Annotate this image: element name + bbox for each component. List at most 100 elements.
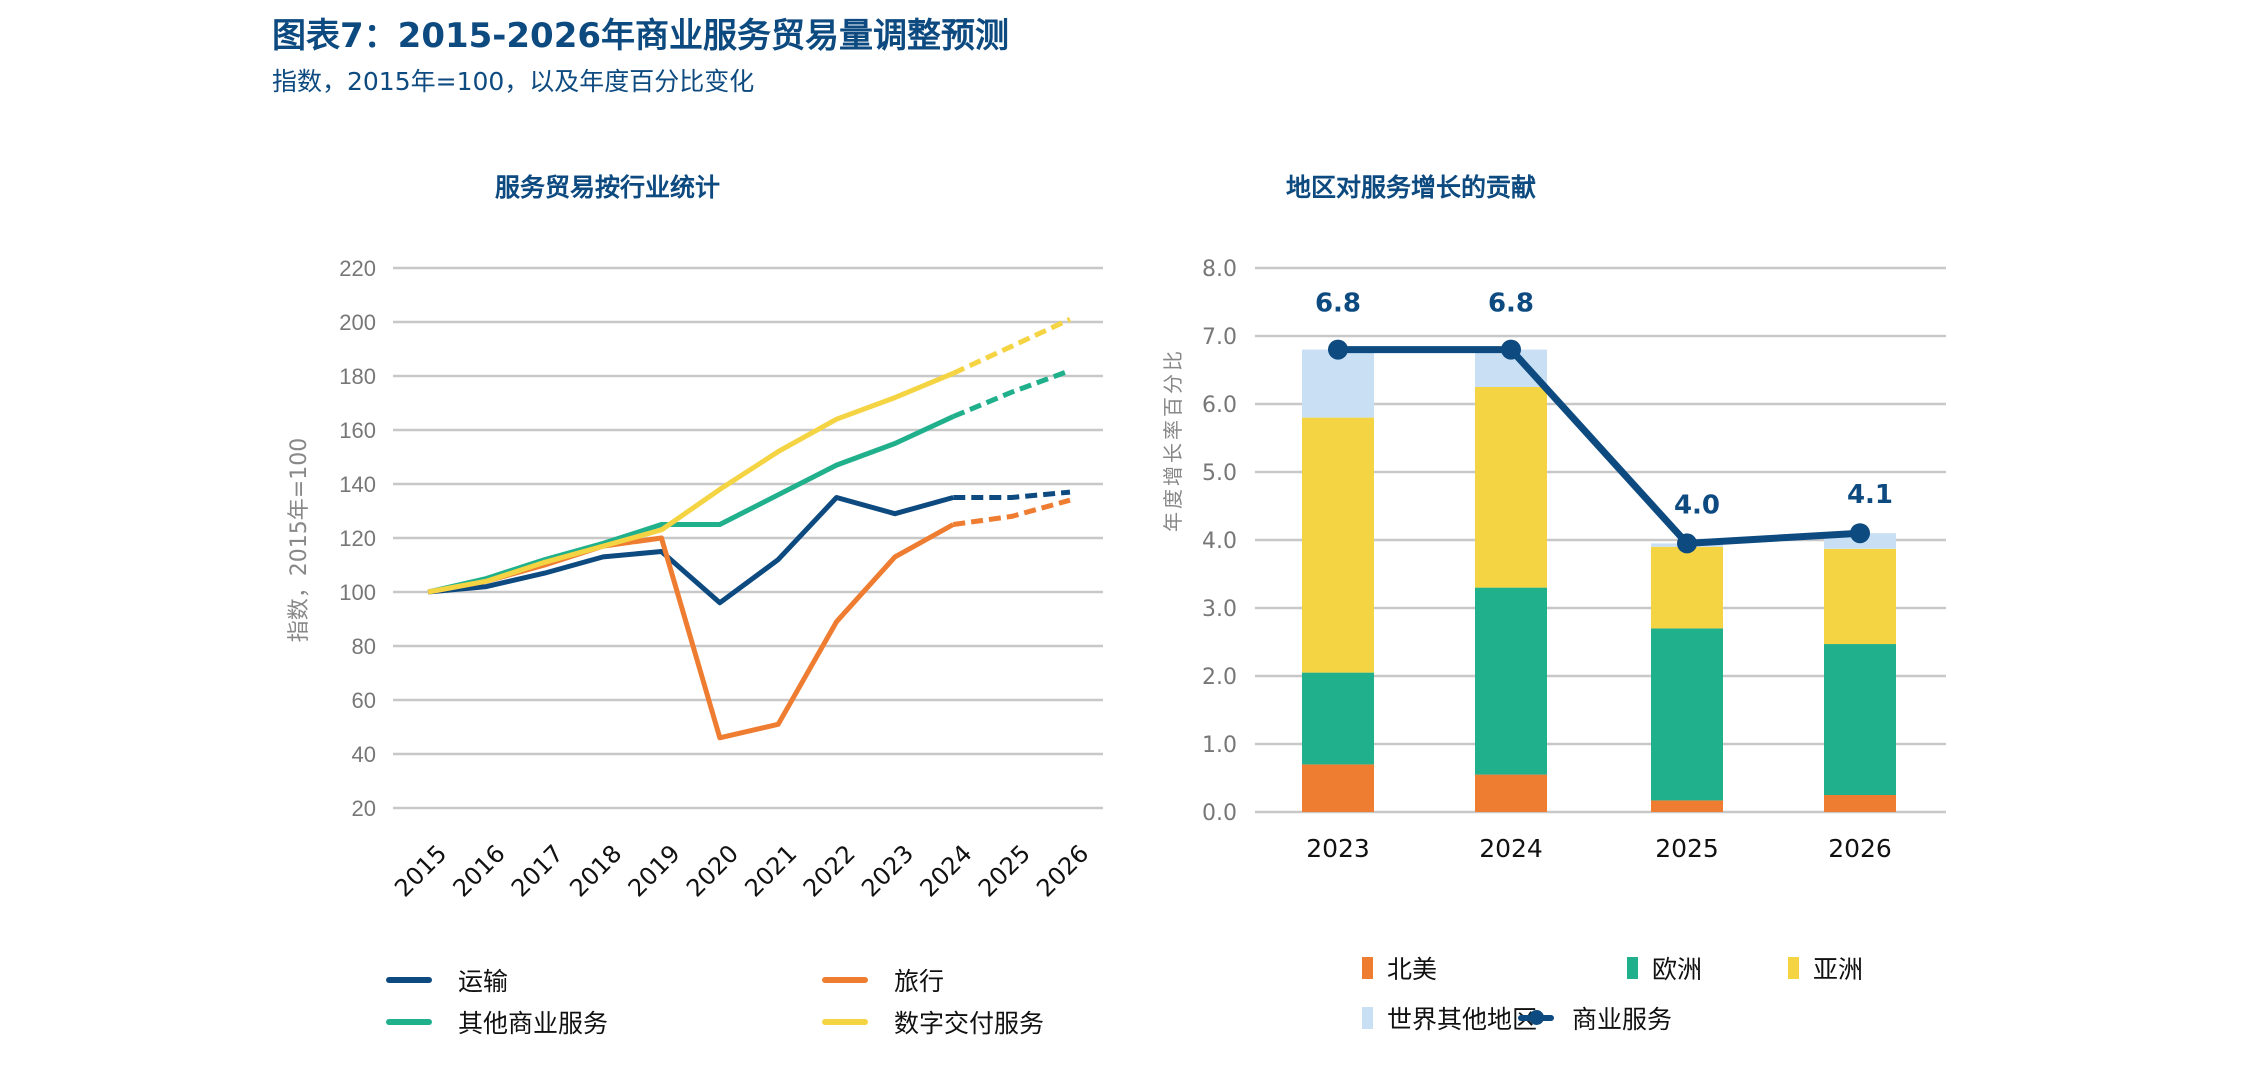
line-marker: [1850, 523, 1870, 544]
y-tick-label: 40: [352, 742, 376, 767]
bar-segment-欧洲: [1651, 628, 1723, 801]
series-projection-旅行: [952, 497, 1071, 527]
y-tick-label: 160: [339, 418, 376, 443]
data-label: 6.8: [1488, 289, 1534, 319]
x-tick-label: 2023: [856, 839, 919, 902]
legend-label: 世界其他地区: [1387, 1005, 1538, 1034]
x-tick-label: 2017: [506, 839, 569, 902]
legend-item-europe: 欧洲: [1627, 950, 1702, 986]
series-projection-其他商业服务: [952, 368, 1071, 419]
x-tick-label: 2016: [448, 839, 511, 902]
legend-label: 运输: [458, 967, 509, 996]
bar-segment-亚洲: [1824, 548, 1896, 645]
y-tick-label: 7.0: [1202, 325, 1237, 350]
figure-title: 图表7：2015-2026年商业服务贸易量调整预测: [272, 16, 1010, 56]
bar-segment-亚洲: [1651, 546, 1723, 629]
bar-segment-欧洲: [1475, 587, 1547, 775]
bar-segment-世界其他地区: [1302, 349, 1374, 418]
series-line-旅行: [427, 522, 955, 741]
legend-label: 亚洲: [1813, 955, 1864, 984]
x-tick-label: 2026: [1031, 839, 1094, 902]
y-tick-label: 3.0: [1202, 597, 1237, 622]
y-tick-label: 140: [339, 472, 376, 497]
bar-segment-北美: [1302, 764, 1374, 812]
legend-item-other-business: 其他商业服务: [386, 1004, 608, 1040]
y-tick-label: 200: [339, 310, 376, 335]
legend-swatch: [386, 1019, 432, 1025]
series-line-数字交付服务: [427, 370, 955, 595]
y-tick-label: 6.0: [1202, 393, 1237, 418]
legend-item-rest-of-world: 世界其他地区: [1362, 1000, 1537, 1036]
x-tick-label: 2025: [1655, 834, 1719, 863]
data-label: 4.0: [1674, 490, 1720, 520]
legend-item-transport: 运输: [386, 962, 508, 998]
bar-segment-亚洲: [1302, 417, 1374, 673]
x-tick-label: 2025: [973, 839, 1036, 902]
x-tick-label: 2019: [623, 839, 686, 902]
bar-segment-亚洲: [1475, 387, 1547, 588]
series-projection-数字交付服务: [952, 317, 1072, 376]
x-tick-label: 2023: [1306, 834, 1370, 863]
legend-item-asia: 亚洲: [1788, 950, 1863, 986]
left-chart-title: 服务贸易按行业统计: [495, 173, 721, 202]
x-tick-label: 2021: [739, 839, 802, 902]
y-tick-label: 1.0: [1202, 733, 1237, 758]
series-projection-运输: [953, 489, 1071, 500]
bar-segment-北美: [1824, 795, 1896, 812]
y-tick-label: 0.0: [1202, 801, 1237, 826]
legend-label: 欧洲: [1652, 955, 1703, 984]
legend-swatch: [386, 977, 432, 983]
bar-segment-欧洲: [1824, 644, 1896, 795]
legend-swatch: [822, 1019, 868, 1025]
legend-item-commercial-services: 商业服务: [1518, 1000, 1672, 1036]
legend-swatch: [1627, 957, 1638, 979]
legend-item-north-america: 北美: [1362, 950, 1437, 986]
x-tick-label: 2022: [798, 839, 861, 902]
legend-swatch: [1362, 957, 1373, 979]
x-tick-label: 2015: [389, 839, 452, 902]
y-tick-label: 4.0: [1202, 529, 1237, 554]
line-marker: [1328, 339, 1348, 360]
legend-swatch: [822, 977, 868, 983]
y-tick-label: 60: [352, 688, 376, 713]
legend-label: 商业服务: [1572, 1005, 1673, 1034]
y-tick-label: 5.0: [1202, 461, 1237, 486]
legend-item-digital: 数字交付服务: [822, 1004, 1044, 1040]
bar-segment-欧洲: [1302, 672, 1374, 765]
bar-segment-北美: [1651, 800, 1723, 812]
x-tick-label: 2026: [1828, 834, 1892, 863]
x-tick-label: 2018: [564, 839, 627, 902]
legend-label: 旅行: [894, 967, 945, 996]
y-tick-label: 2.0: [1202, 665, 1237, 690]
figure-subtitle: 指数，2015年=100，以及年度百分比变化: [272, 67, 755, 96]
y-tick-label: 100: [339, 580, 376, 605]
x-tick-label: 2020: [681, 839, 744, 902]
bar-segment-北美: [1475, 774, 1547, 812]
legend-swatch: [1788, 957, 1799, 979]
y-axis-title: 年度增长率百分比: [1161, 348, 1185, 532]
y-tick-label: 180: [339, 364, 376, 389]
right-chart-title: 地区对服务增长的贡献: [1286, 173, 1537, 202]
data-label: 6.8: [1315, 289, 1361, 319]
legend-item-travel: 旅行: [822, 962, 944, 998]
line-marker: [1677, 533, 1697, 554]
legend-line-marker-icon: [1518, 1010, 1554, 1025]
y-axis-title: 指数，2015年=100: [287, 438, 312, 642]
commercial-services-line: [1338, 346, 1861, 547]
x-tick-label: 2024: [915, 839, 978, 902]
y-tick-label: 220: [339, 256, 376, 281]
y-tick-label: 20: [352, 796, 376, 821]
series-line-运输: [427, 495, 954, 606]
y-tick-label: 120: [339, 526, 376, 551]
legend-label: 北美: [1387, 955, 1438, 984]
x-tick-label: 2024: [1479, 834, 1543, 863]
legend-swatch: [1362, 1007, 1373, 1029]
legend-label: 其他商业服务: [458, 1009, 609, 1038]
y-tick-label: 80: [352, 634, 376, 659]
line-marker: [1501, 339, 1521, 360]
legend-label: 数字交付服务: [894, 1009, 1045, 1038]
data-label: 4.1: [1847, 480, 1893, 510]
series-line-其他商业服务: [427, 414, 955, 595]
y-tick-label: 8.0: [1202, 257, 1237, 282]
